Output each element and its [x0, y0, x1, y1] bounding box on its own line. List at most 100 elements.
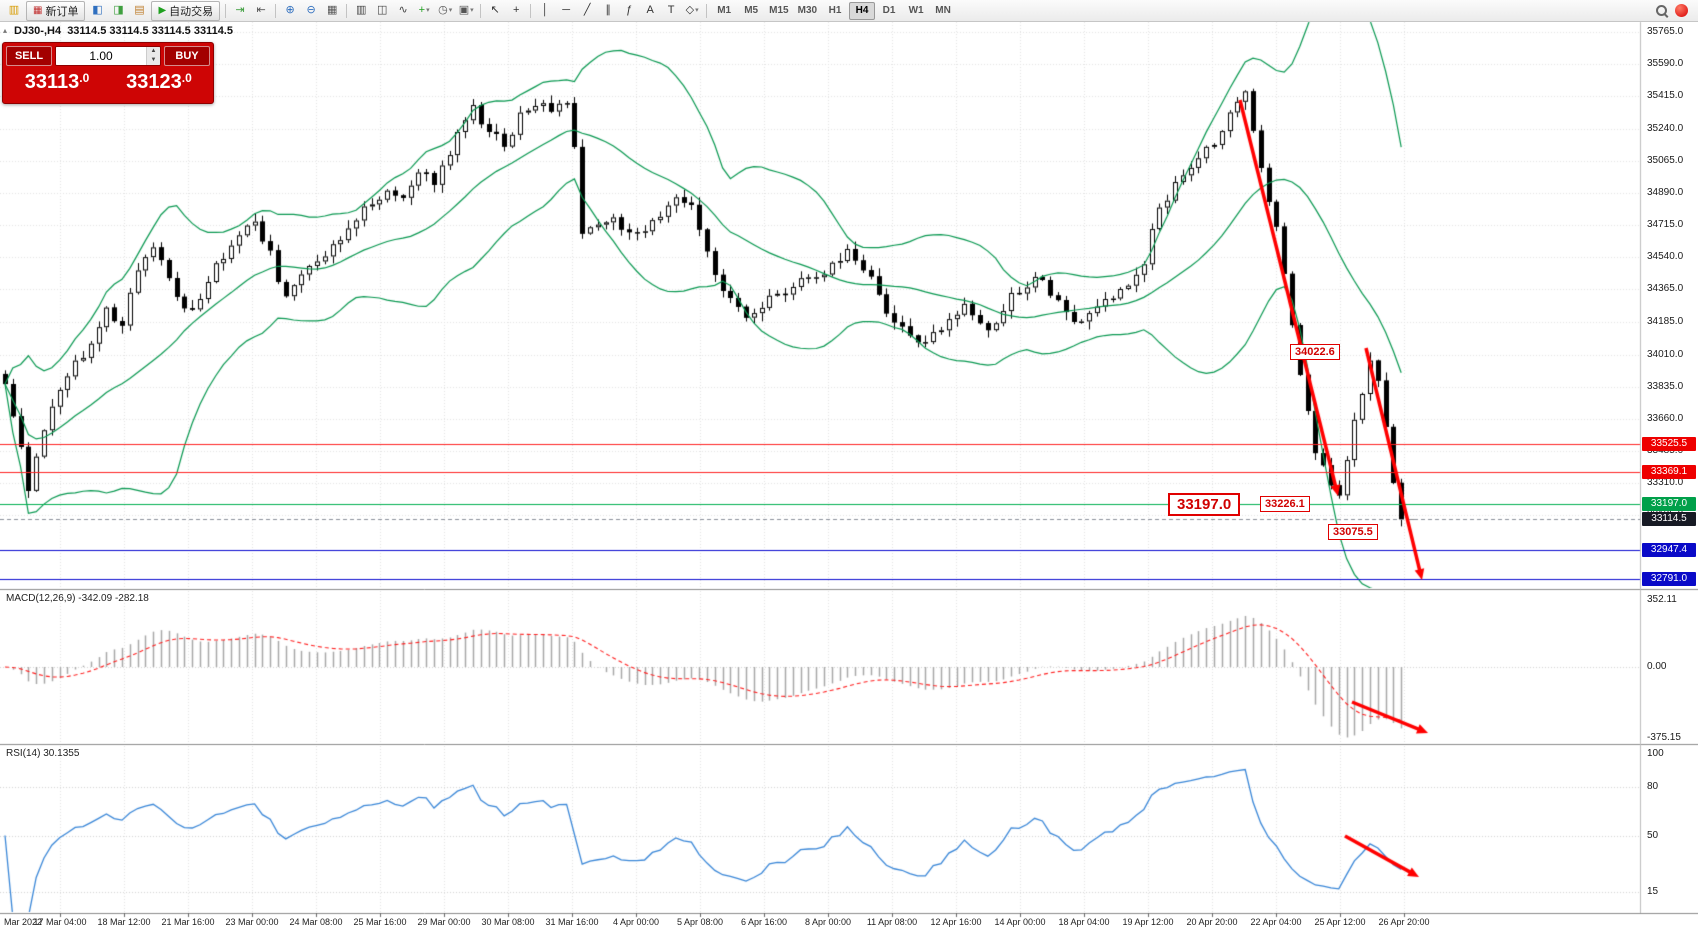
- toolbar-separator: [706, 3, 708, 18]
- symbol-ohlc-info: DJ30-,H4 33114.5 33114.5 33114.5 33114.5: [14, 25, 233, 37]
- one-click-panel-toggle-icon[interactable]: ▴: [3, 26, 8, 35]
- date-axis-label: 21 Mar 16:00: [161, 917, 215, 927]
- date-axis-label: 19 Apr 12:00: [1122, 917, 1174, 927]
- toolbar-separator: [530, 3, 532, 18]
- channel-icon[interactable]: ∥: [605, 4, 611, 16]
- buy-price-frac: .0: [181, 70, 192, 85]
- date-axis-label: 20 Apr 20:00: [1186, 917, 1238, 927]
- price-annotation-33226[interactable]: 33226.1: [1260, 496, 1310, 512]
- rsi-axis-label: 100: [1647, 748, 1664, 760]
- crosshair-icon[interactable]: +: [512, 4, 520, 16]
- toolbar-separator: [225, 3, 227, 18]
- price-axis-label: 33835.0: [1647, 380, 1684, 392]
- price-axis-label: 35065.0: [1647, 154, 1684, 166]
- time-axis[interactable]: Mar 2022 17 Mar 04:00 18 Mar 12:00 21 Mar 1…: [0, 913, 1698, 935]
- horizontal-line-icon[interactable]: ─: [562, 4, 571, 16]
- date-axis-label: 26 Apr 20:00: [1378, 917, 1430, 927]
- date-axis-label: 11 Apr 08:00: [866, 917, 918, 927]
- search-icon[interactable]: [1654, 3, 1670, 19]
- price-axis-label: 33660.0: [1647, 412, 1684, 424]
- price-axis-label: 34185.0: [1647, 316, 1684, 328]
- timeframe-h1[interactable]: H1: [828, 5, 842, 16]
- rsi-axis-label: 80: [1647, 780, 1659, 792]
- sell-button[interactable]: SELL: [6, 46, 52, 66]
- fibonacci-icon[interactable]: ƒ: [626, 4, 633, 16]
- timeframe-m30[interactable]: M30: [797, 5, 818, 16]
- date-axis-label: 18 Mar 12:00: [97, 917, 151, 927]
- price-annotation-33075[interactable]: 33075.5: [1328, 524, 1378, 540]
- dropdown-caret-icon[interactable]: ▾: [695, 7, 699, 14]
- buy-price[interactable]: 33123.0: [108, 71, 210, 94]
- notification-badge[interactable]: [1675, 4, 1688, 17]
- terminal-icon[interactable]: ▤: [134, 4, 145, 16]
- macd-axis-label: -375.15: [1647, 732, 1681, 744]
- date-axis-label: 31 Mar 16:00: [545, 917, 599, 927]
- cursor-icon[interactable]: ↖: [490, 4, 500, 16]
- timeframe-m15[interactable]: M15: [769, 5, 789, 16]
- text-icon[interactable]: A: [646, 4, 654, 16]
- date-axis-label: 17 Mar 04:00: [33, 917, 87, 927]
- tile-windows-icon[interactable]: ▦: [326, 4, 338, 16]
- chart-shift-icon[interactable]: ⇤: [256, 4, 266, 16]
- dropdown-caret-icon[interactable]: ▾: [426, 7, 430, 14]
- timeframe-mn[interactable]: MN: [935, 5, 951, 16]
- date-axis-label: 25 Mar 16:00: [353, 917, 407, 927]
- text-label-icon[interactable]: T: [667, 4, 675, 16]
- date-axis-label: 25 Apr 12:00: [1314, 917, 1366, 927]
- template-icon[interactable]: ▣ ▾: [458, 4, 474, 16]
- volume-decrease-button[interactable]: ▼: [146, 56, 160, 65]
- market-watch-icon[interactable]: ◧: [92, 4, 103, 16]
- macd-indicator-label: MACD(12,26,9) -342.09 -282.18: [6, 593, 149, 604]
- toolbar-separator: [346, 3, 348, 18]
- dropdown-caret-icon[interactable]: ▾: [470, 7, 474, 14]
- period-icon[interactable]: ◷ ▾: [438, 4, 453, 16]
- volume-field: ▲ ▼: [55, 46, 161, 66]
- auto-trading-button[interactable]: ▶ 自动交易: [151, 0, 221, 21]
- timeframe-m1[interactable]: M1: [717, 5, 732, 16]
- navigator-icon[interactable]: ◨: [113, 4, 124, 16]
- dropdown-caret-icon[interactable]: ▾: [448, 7, 453, 14]
- shapes-icon[interactable]: ◇ ▾: [685, 4, 699, 16]
- price-axis-label: 34715.0: [1647, 219, 1684, 231]
- sell-price[interactable]: 33113.0: [6, 71, 108, 94]
- auto-trading-button-label: 自动交易: [169, 5, 214, 18]
- zoom-in-icon[interactable]: ⊕: [285, 4, 295, 16]
- buy-button[interactable]: BUY: [164, 46, 210, 66]
- toolbar-separator: [480, 3, 482, 18]
- timeframe-m5[interactable]: M5: [744, 5, 759, 16]
- line-chart-mode-icon[interactable]: ∿: [398, 4, 408, 16]
- price-level-tag: 33197.0: [1642, 497, 1696, 512]
- price-annotation-34022[interactable]: 34022.6: [1290, 344, 1340, 360]
- timeframe-h4[interactable]: H4: [849, 1, 876, 20]
- add-indicator-icon[interactable]: + ▾: [418, 4, 430, 16]
- price-axis-label: 34890.0: [1647, 186, 1684, 198]
- volume-increase-button[interactable]: ▲: [146, 47, 160, 56]
- new-order-button[interactable]: ▦ 新订单: [26, 0, 86, 21]
- auto-scroll-icon[interactable]: ⇥: [235, 4, 245, 16]
- candlestick-mode-icon[interactable]: ◫: [376, 4, 388, 16]
- app-chart-icon[interactable]: ▥: [8, 4, 20, 16]
- toolbar-separator: [275, 3, 277, 18]
- date-axis-label: 18 Apr 04:00: [1058, 917, 1110, 927]
- buy-price-main: 33123: [126, 70, 182, 93]
- macd-axis-label: 352.11: [1647, 594, 1677, 605]
- new-order-button-label: 新订单: [45, 5, 79, 18]
- price-axis-label: 35765.0: [1647, 26, 1684, 38]
- vertical-line-icon[interactable]: │: [541, 4, 549, 16]
- volume-input[interactable]: [56, 47, 146, 65]
- timeframe-d1[interactable]: D1: [882, 5, 896, 16]
- zoom-out-icon[interactable]: ⊖: [306, 4, 316, 16]
- volume-spinner: ▲ ▼: [146, 47, 160, 65]
- price-axis-label: 34365.0: [1647, 283, 1684, 295]
- price-annotation-33197[interactable]: 33197.0: [1168, 493, 1241, 516]
- price-axis[interactable]: 35765.0 35590.0 35415.0 35240.0 35065.0 34890…: [1641, 22, 1698, 913]
- bar-chart-mode-icon[interactable]: ▥: [355, 4, 367, 16]
- trendline-icon[interactable]: ╱: [583, 4, 591, 16]
- date-axis-label: 4 Apr 00:00: [612, 917, 660, 927]
- price-axis-label: 35240.0: [1647, 122, 1684, 134]
- timeframe-w1[interactable]: W1: [908, 5, 924, 16]
- price-axis-label: 34010.0: [1647, 348, 1684, 360]
- date-axis-label: Mar 2022: [4, 917, 43, 927]
